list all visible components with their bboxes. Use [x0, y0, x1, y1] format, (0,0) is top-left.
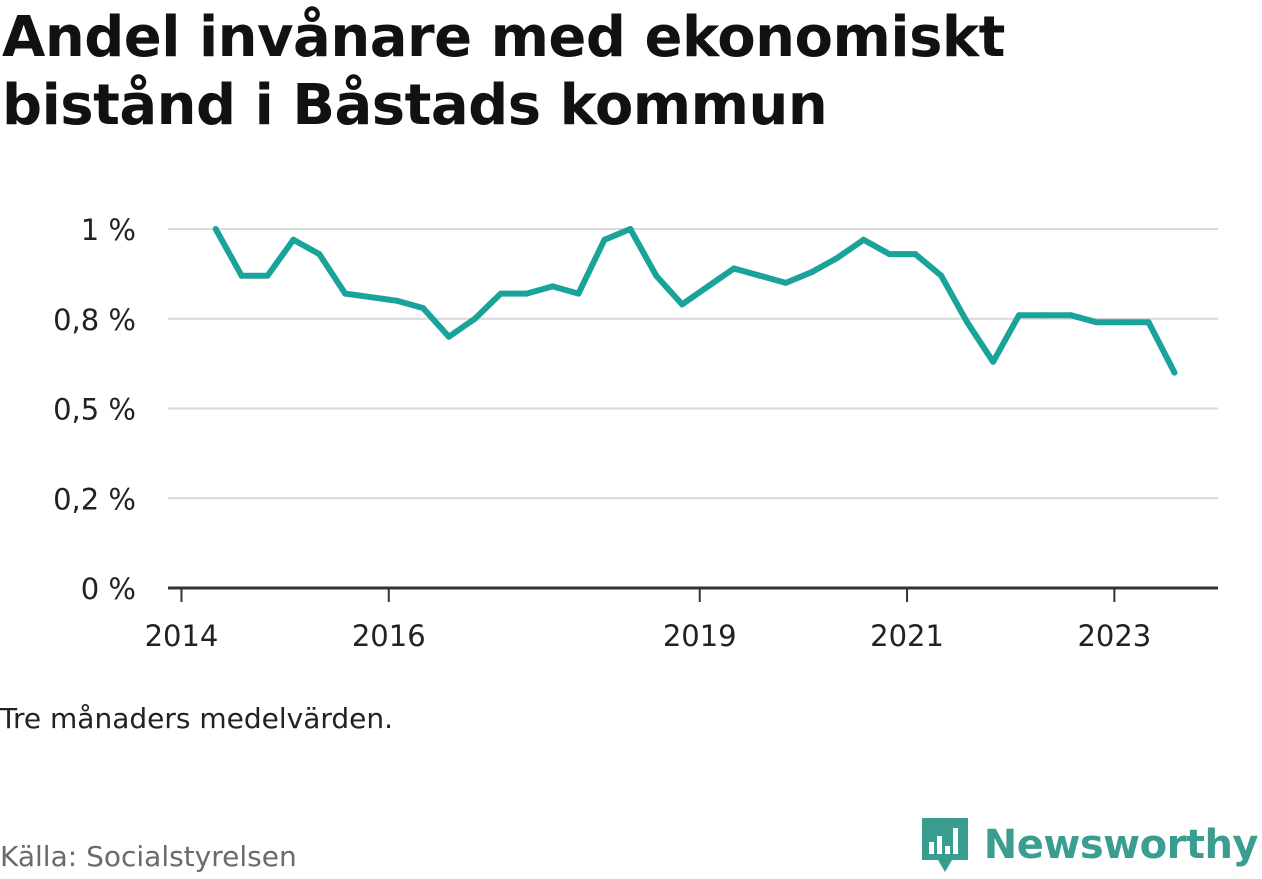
data-point — [808, 269, 815, 276]
data-point — [705, 283, 711, 290]
data-point — [290, 236, 297, 243]
x-tick-label: 2014 — [145, 619, 219, 653]
data-point — [1016, 312, 1022, 319]
series-line — [213, 226, 1178, 374]
chart-title: Andel invånare med ekonomiskt bistånd i … — [2, 5, 1005, 138]
data-point — [756, 272, 763, 279]
brand-name: Newsworthy — [983, 822, 1259, 868]
data-point — [342, 290, 349, 297]
line-chart: 0 %0,2 %0,5 %0,8 %1 % 2014 2016 2019 2021 20… — [53, 213, 1218, 653]
data-point — [912, 251, 919, 258]
x-axis-labels: 2014 2016 2019 2021 2023 — [145, 619, 1152, 653]
y-tick-label: 0,5 % — [53, 393, 136, 427]
data-point — [1145, 319, 1152, 326]
brand: Newsworthy — [920, 816, 1259, 874]
data-point — [834, 254, 841, 261]
y-tick-label: 1 % — [81, 213, 136, 247]
data-point — [497, 290, 504, 297]
series-layer — [212, 226, 1178, 376]
x-tick-label: 2023 — [1077, 619, 1151, 653]
x-tick-label: 2019 — [663, 619, 737, 653]
y-tick-label: 0,8 % — [53, 303, 136, 337]
data-point — [1041, 312, 1048, 319]
data-point — [964, 319, 971, 326]
data-point — [860, 236, 867, 243]
data-point — [653, 272, 660, 279]
y-axis-labels: 0 % 0,2 % 0,5 % 0,8 % 1 % — [53, 213, 136, 606]
x-tick-label: 2021 — [870, 619, 944, 653]
data-point — [549, 283, 556, 290]
data-point — [730, 265, 737, 272]
data-point — [627, 226, 634, 232]
data-point — [1171, 369, 1178, 376]
data-point — [575, 290, 582, 297]
chart-note: Tre månaders medelvärden. — [0, 702, 394, 735]
data-point — [679, 301, 686, 308]
source-credit: Källa: Socialstyrelsen — [0, 840, 297, 873]
data-point — [471, 315, 478, 322]
x-axis — [168, 586, 1218, 602]
x-tick-label: 2016 — [352, 619, 426, 653]
data-point — [523, 290, 530, 297]
y-tick-label: 0 % — [81, 572, 136, 606]
data-point — [368, 294, 375, 301]
data-point — [316, 251, 323, 258]
data-point — [238, 272, 245, 279]
data-point — [1067, 312, 1074, 319]
y-tick-label: 0,2 % — [53, 482, 136, 516]
data-point — [601, 236, 608, 243]
data-point — [1093, 319, 1100, 326]
data-point — [445, 333, 452, 340]
gridlines — [168, 228, 1218, 500]
data-point — [394, 297, 401, 304]
data-point — [886, 251, 893, 258]
data-point — [264, 272, 271, 279]
data-point — [990, 358, 997, 365]
newsworthy-bar-logo-icon — [921, 818, 968, 872]
data-point — [212, 226, 219, 232]
data-point — [420, 305, 426, 311]
data-point — [782, 279, 789, 286]
data-point — [1119, 319, 1126, 326]
data-point — [938, 272, 945, 279]
